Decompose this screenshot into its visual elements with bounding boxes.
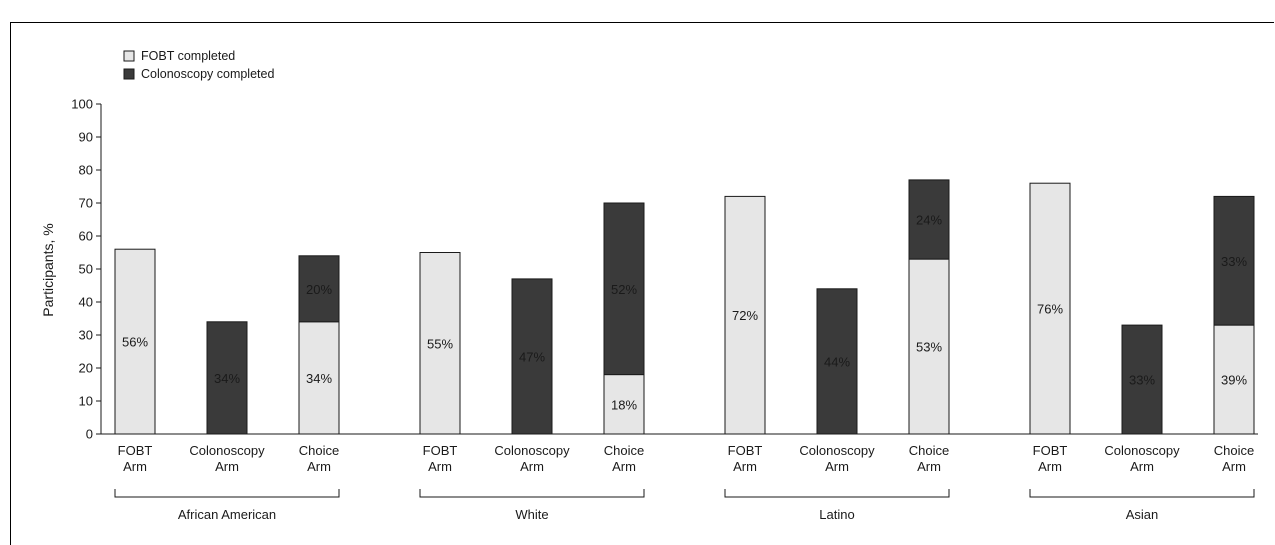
y-axis-title: Participants, % xyxy=(40,223,56,316)
bar-segment-colonoscopy xyxy=(1213,195,1255,326)
data-label-colonoscopy: 24% xyxy=(916,213,942,228)
legend: FOBT completed Colonoscopy completed xyxy=(123,49,274,81)
x-category-label: FOBT xyxy=(1033,443,1068,458)
bar-segment-fobt xyxy=(114,248,156,435)
data-label-fobt: 56% xyxy=(122,335,148,350)
group-bracket xyxy=(419,489,645,498)
data-label-colonoscopy: 20% xyxy=(306,282,332,297)
x-category-label: Colonoscopy xyxy=(1104,443,1180,458)
y-tick-label: 50 xyxy=(79,262,93,277)
bar-segment-colonoscopy xyxy=(908,179,950,260)
bar-segment-fobt xyxy=(603,374,645,435)
group-bracket xyxy=(1029,489,1255,498)
chart-frame xyxy=(10,22,1274,545)
x-category-label: FOBT xyxy=(118,443,153,458)
data-label-fobt: 55% xyxy=(427,336,453,351)
data-label-colonoscopy: 44% xyxy=(824,354,850,369)
x-category-label: Arm xyxy=(1222,459,1246,474)
bar-segment-fobt xyxy=(1213,324,1255,435)
x-category-label: Arm xyxy=(825,459,849,474)
y-tick-label: 100 xyxy=(71,97,93,112)
bar-segment-fobt xyxy=(298,321,340,435)
y-tick-label: 70 xyxy=(79,196,93,211)
data-label-colonoscopy: 33% xyxy=(1129,373,1155,388)
group-label: African American xyxy=(178,507,276,522)
x-category-label: Colonoscopy xyxy=(799,443,875,458)
x-category-label: Arm xyxy=(215,459,239,474)
data-label-colonoscopy: 52% xyxy=(611,282,637,297)
x-category-label: Arm xyxy=(123,459,147,474)
x-category-label: Arm xyxy=(1130,459,1154,474)
x-category-label: FOBT xyxy=(423,443,458,458)
x-category-label: Arm xyxy=(307,459,331,474)
y-tick-label: 40 xyxy=(79,295,93,310)
y-tick-label: 60 xyxy=(79,229,93,244)
x-category-label: Arm xyxy=(428,459,452,474)
data-label-fobt: 18% xyxy=(611,397,637,412)
y-axis: 0 10 20 30 40 50 60 70 80 90 100 xyxy=(71,97,102,442)
data-label-colonoscopy: 34% xyxy=(214,371,240,386)
x-category-label: Colonoscopy xyxy=(494,443,570,458)
legend-label-fobt: FOBT completed xyxy=(141,49,235,63)
data-label-colonoscopy: 47% xyxy=(519,349,545,364)
bars: 56% 34% 34% 20% 55% 47% 18% 52% 72% 44% 53% 24% 76% 3… xyxy=(114,179,1255,435)
group-label: White xyxy=(515,507,548,522)
bar-segment-fobt xyxy=(419,252,461,435)
group-label: Asian xyxy=(1126,507,1159,522)
legend-swatch-fobt xyxy=(123,50,135,62)
bar-segment-colonoscopy xyxy=(298,255,340,323)
data-label-fobt: 39% xyxy=(1221,373,1247,388)
x-category-label: Arm xyxy=(1038,459,1062,474)
group-bracket xyxy=(724,489,950,498)
bar-segment-colonoscopy xyxy=(1121,324,1163,435)
x-category-label: Arm xyxy=(917,459,941,474)
x-category-label: Arm xyxy=(520,459,544,474)
bar-segment-colonoscopy xyxy=(511,278,553,435)
data-label-fobt: 34% xyxy=(306,371,332,386)
group-label: Latino xyxy=(819,507,854,522)
bar-segment-colonoscopy xyxy=(206,321,248,435)
data-label-fobt: 72% xyxy=(732,308,758,323)
bar-segment-fobt xyxy=(724,195,766,435)
group-bracket xyxy=(114,489,340,498)
bar-segment-fobt xyxy=(1029,182,1071,435)
y-tick-label: 0 xyxy=(86,427,93,442)
x-category-label: FOBT xyxy=(728,443,763,458)
x-category-label: Arm xyxy=(733,459,757,474)
data-label-colonoscopy: 33% xyxy=(1221,254,1247,269)
x-category-label: Choice xyxy=(909,443,949,458)
x-category-label: Choice xyxy=(1214,443,1254,458)
bar-segment-colonoscopy xyxy=(603,202,645,376)
y-tick-label: 80 xyxy=(79,163,93,178)
x-category-label: Choice xyxy=(604,443,644,458)
legend-label-colonoscopy: Colonoscopy completed xyxy=(141,67,274,81)
legend-swatch-colonoscopy xyxy=(123,68,135,80)
data-label-fobt: 76% xyxy=(1037,302,1063,317)
bar-segment-colonoscopy xyxy=(816,288,858,435)
x-category-label: Colonoscopy xyxy=(189,443,265,458)
y-tick-label: 10 xyxy=(79,394,93,409)
y-tick-label: 20 xyxy=(79,361,93,376)
data-label-fobt: 53% xyxy=(916,340,942,355)
x-category-label: Choice xyxy=(299,443,339,458)
y-tick-label: 30 xyxy=(79,328,93,343)
y-tick-label: 90 xyxy=(79,130,93,145)
x-category-label: Arm xyxy=(612,459,636,474)
